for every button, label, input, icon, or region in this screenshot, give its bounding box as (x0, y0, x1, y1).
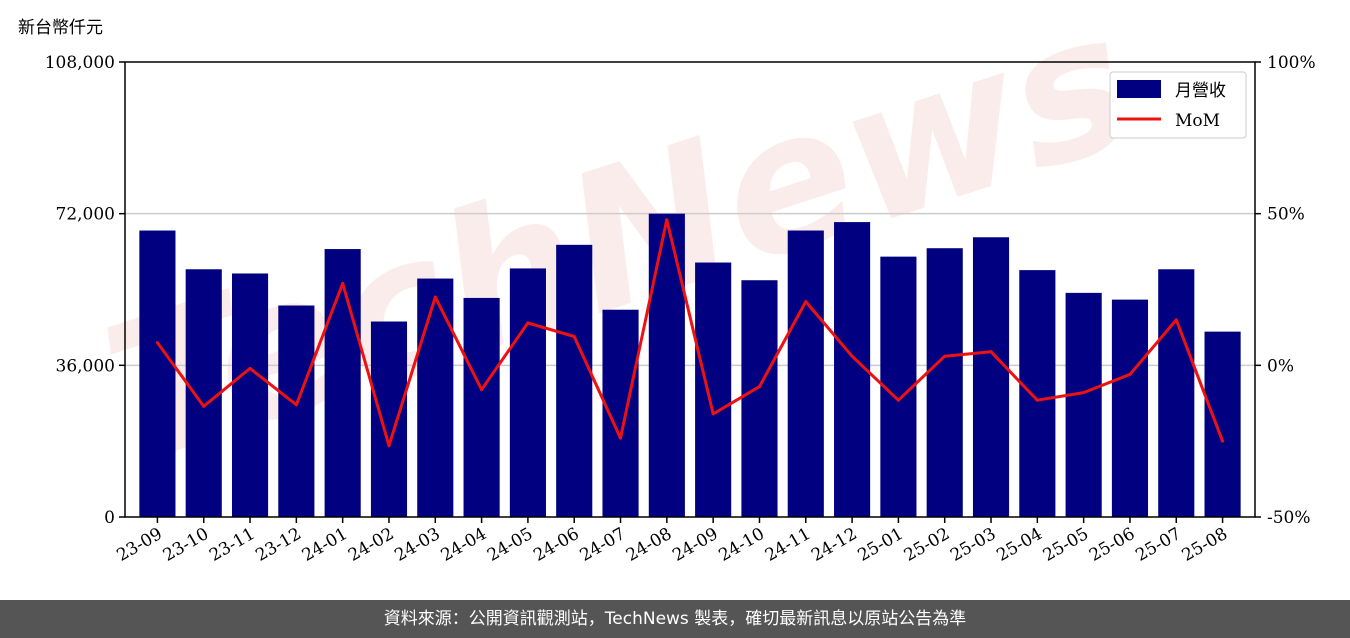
x-tick-label: 23-10 (160, 524, 212, 566)
legend-label-revenue: 月營收 (1175, 81, 1226, 101)
mom-point-24-07 (619, 436, 623, 440)
x-tick-label: 24-01 (299, 524, 351, 566)
x-tick-label: 24-02 (345, 524, 397, 566)
left-tick-label: 0 (104, 508, 115, 528)
legend-swatch-bar (1117, 80, 1161, 98)
x-tick-label: 24-04 (438, 524, 490, 566)
mom-point-23-12 (294, 403, 298, 407)
mom-point-24-05 (526, 321, 530, 325)
bar-23-12 (278, 305, 315, 517)
legend-label-mom: MoM (1175, 111, 1220, 131)
x-axis-ticks: 23-0923-1023-1123-1224-0124-0224-0324-04… (113, 517, 1231, 566)
mom-point-24-04 (480, 388, 484, 392)
bar-25-06 (1111, 299, 1149, 517)
bar-24-09 (695, 262, 732, 517)
bar-25-08 (1204, 331, 1241, 517)
bar-23-10 (185, 269, 222, 517)
bar-24-05 (509, 268, 546, 517)
bar-25-02 (926, 248, 963, 518)
x-tick-label: 25-04 (993, 524, 1045, 566)
left-tick-label: 72,000 (56, 205, 115, 225)
right-tick-label: -50% (1267, 508, 1311, 528)
mom-line-series (155, 218, 1225, 448)
mom-point-24-02 (387, 444, 391, 448)
x-tick-label: 24-05 (484, 524, 536, 566)
mom-point-24-11 (804, 300, 808, 304)
x-tick-label: 24-08 (623, 524, 675, 566)
x-tick-label: 25-05 (1040, 524, 1092, 566)
x-tick-label: 24-07 (577, 524, 629, 566)
x-tick-label: 24-10 (716, 524, 768, 566)
bar-series (139, 213, 1241, 518)
bar-24-08 (648, 213, 685, 517)
mom-point-25-06 (1128, 372, 1132, 376)
mom-point-23-11 (248, 366, 252, 370)
x-tick-label: 24-11 (762, 524, 814, 566)
x-tick-label: 24-09 (669, 524, 721, 566)
bar-24-01 (324, 249, 361, 518)
mom-point-25-08 (1221, 439, 1225, 443)
mom-point-24-08 (665, 218, 669, 222)
bar-24-04 (463, 297, 500, 517)
left-tick-label: 36,000 (56, 356, 115, 376)
bar-23-09 (139, 230, 176, 517)
axes (124, 61, 1256, 518)
x-tick-label: 25-08 (1179, 524, 1231, 566)
left-axis-ticks: 0 36,000 72,000 108,000 (45, 53, 125, 528)
right-tick-label: 100% (1267, 53, 1316, 73)
x-tick-label: 25-02 (901, 524, 953, 566)
source-footer: 資料來源：公開資訊觀測站，TechNews 製表，確切最新訊息以原站公告為準 (0, 600, 1350, 638)
bar-24-03 (417, 278, 454, 517)
mom-point-24-10 (757, 385, 761, 389)
plot-frame (124, 61, 1256, 518)
revenue-chart: TechNews 23-0923-1023-1123-1224-0124-022… (18, 0, 1316, 566)
mom-point-24-06 (572, 335, 576, 339)
mom-point-24-09 (711, 412, 715, 416)
x-tick-label: 23-11 (206, 524, 258, 566)
x-tick-label: 25-01 (854, 524, 906, 566)
x-tick-label: 24-12 (808, 524, 860, 566)
bar-24-10 (741, 280, 778, 517)
right-axis-ticks: -50% 0% 50% 100% (1255, 53, 1316, 528)
x-tick-label: 23-12 (252, 524, 304, 566)
x-tick-label: 25-03 (947, 524, 999, 566)
legend: 月營收 MoM (1109, 71, 1247, 139)
x-tick-label: 24-06 (530, 524, 582, 566)
mom-point-25-05 (1082, 391, 1086, 395)
bar-25-07 (1158, 269, 1195, 517)
mom-point-25-07 (1174, 318, 1178, 322)
mom-point-24-01 (341, 281, 345, 285)
mom-point-24-12 (850, 354, 854, 358)
mom-line (156, 218, 1225, 448)
mom-point-24-03 (433, 295, 437, 299)
bar-25-03 (972, 237, 1010, 517)
bar-25-05 (1065, 292, 1102, 517)
x-tick-label: 23-09 (113, 524, 165, 566)
right-tick-label: 50% (1267, 205, 1305, 225)
right-tick-label: 0% (1267, 356, 1294, 376)
bar-24-02 (370, 321, 408, 517)
mom-point-25-04 (1035, 398, 1039, 402)
left-tick-label: 108,000 (45, 53, 115, 73)
x-tick-label: 25-07 (1132, 524, 1184, 566)
bar-24-11 (787, 230, 824, 517)
mom-point-25-03 (989, 350, 993, 354)
mom-point-25-02 (943, 354, 947, 358)
unit-label: 新台幣仟元 (18, 18, 103, 38)
bar-24-06 (556, 244, 593, 517)
mom-point-25-01 (896, 398, 900, 402)
x-tick-label: 25-06 (1086, 524, 1138, 566)
bar-23-11 (231, 273, 269, 517)
mom-point-23-10 (202, 404, 206, 408)
x-tick-label: 24-03 (391, 524, 443, 566)
mom-point-23-09 (155, 341, 159, 345)
bar-25-04 (1019, 270, 1056, 517)
